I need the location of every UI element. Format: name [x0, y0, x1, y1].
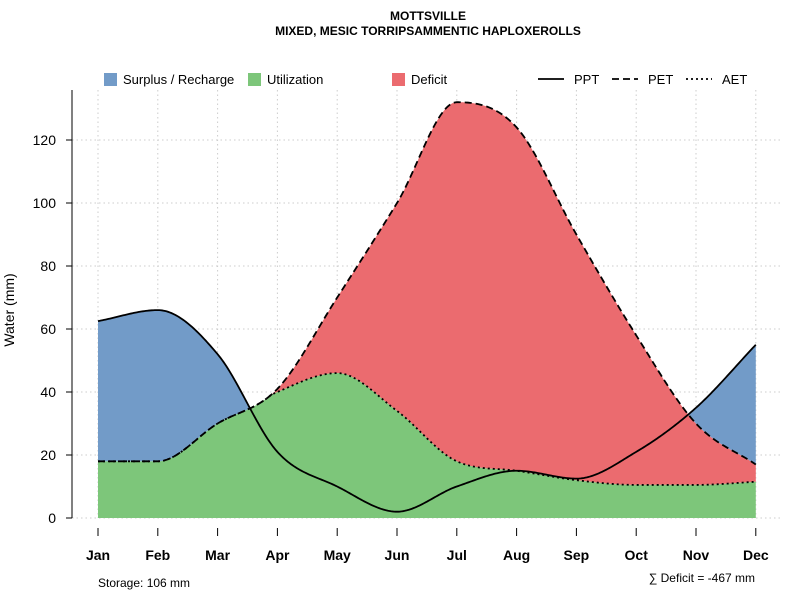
x-tick-label: Mar	[205, 547, 230, 563]
x-tick-label: Jul	[447, 547, 467, 563]
chart-title: MOTTSVILLE	[390, 9, 466, 23]
aet-line	[98, 372, 756, 486]
y-tick-label: 0	[48, 510, 56, 526]
x-tick-label: Feb	[145, 547, 170, 563]
x-tick-label: Apr	[265, 547, 290, 563]
x-tick-label: Sep	[564, 547, 590, 563]
legend-label: AET	[722, 72, 747, 87]
x-tick-label: Aug	[503, 547, 530, 563]
y-tick-label: 100	[33, 195, 57, 211]
legend-label: PET	[648, 72, 673, 87]
deficit-total-note: ∑ Deficit = -467 mm	[649, 571, 755, 585]
y-tick-label: 120	[33, 132, 57, 148]
y-tick-label: 80	[40, 258, 56, 274]
y-axis-label: Water (mm)	[1, 273, 17, 346]
legend-swatch	[392, 73, 405, 86]
x-tick-label: May	[324, 547, 351, 563]
x-tick-label: Jun	[385, 547, 410, 563]
x-tick-label: Jan	[86, 547, 110, 563]
legend-label: PPT	[574, 72, 599, 87]
x-tick-label: Oct	[625, 547, 649, 563]
y-tick-label: 20	[40, 447, 56, 463]
x-tick-label: Nov	[683, 547, 710, 563]
legend-label: Deficit	[411, 72, 448, 87]
legend-label: Surplus / Recharge	[123, 72, 234, 87]
y-tick-label: 60	[40, 321, 56, 337]
y-tick-label: 40	[40, 384, 56, 400]
legend-label: Utilization	[267, 72, 323, 87]
legend-swatch	[104, 73, 117, 86]
storage-note: Storage: 106 mm	[98, 576, 190, 590]
ppt-line	[97, 309, 757, 513]
surplus-recharge-area	[98, 310, 756, 465]
utilization-area	[98, 373, 756, 518]
legend-swatch	[248, 73, 261, 86]
series-lines	[97, 101, 757, 513]
deficit-area	[98, 102, 756, 485]
axes: 0 20 40 60 80 100 120 Jan Feb Mar Apr May Jun Jul Aug S…	[33, 90, 769, 563]
x-tick-label: Dec	[743, 547, 769, 563]
legend: Surplus / Recharge Utilization Deficit PPT P…	[104, 72, 747, 87]
chart-subtitle: MIXED, MESIC TORRIPSAMMENTIC HAPLOXEROLL…	[275, 24, 581, 38]
fill-areas	[98, 102, 756, 518]
